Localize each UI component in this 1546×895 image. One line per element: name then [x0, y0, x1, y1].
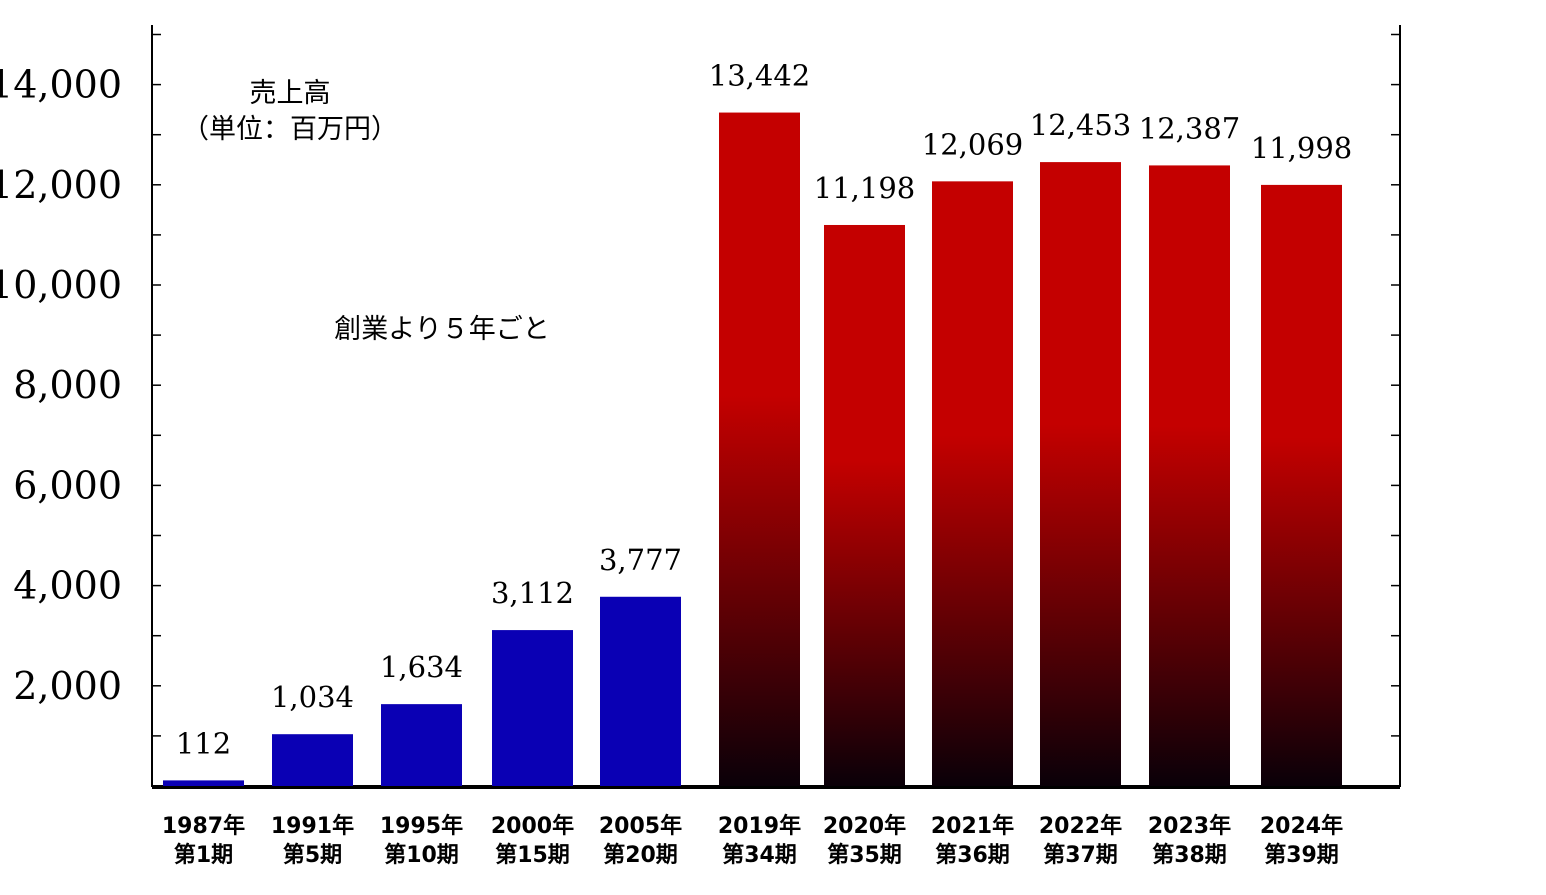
- x-tick-label-period: 第35期: [827, 842, 902, 868]
- y-tick-label: 4,000: [13, 564, 122, 608]
- x-tick-label-year: 1987年: [162, 813, 245, 839]
- data-label: 12,387: [1139, 111, 1240, 145]
- y-axis-label-line2: （単位：百万円）: [182, 114, 398, 145]
- y-tick-label: 12,000: [0, 163, 122, 207]
- x-tick-label-period: 第38期: [1152, 842, 1227, 868]
- bars: [163, 112, 1342, 787]
- y-tick-label: 10,000: [0, 263, 122, 307]
- x-tick-label-year: 2021年: [931, 813, 1014, 839]
- y-axis-label-line1: 売上高: [250, 78, 331, 109]
- y-tick-label: 14,000: [0, 63, 122, 107]
- data-label: 13,442: [709, 59, 810, 93]
- x-tick-label-period: 第37期: [1043, 842, 1118, 868]
- bar: [1149, 165, 1230, 786]
- bar: [381, 704, 462, 786]
- bar: [1040, 162, 1121, 786]
- x-tick-label-period: 第15期: [495, 842, 570, 868]
- bar: [932, 181, 1013, 787]
- data-label: 1,034: [271, 680, 354, 714]
- x-tick-label-year: 2023年: [1148, 813, 1231, 839]
- bar: [824, 224, 905, 786]
- x-tick-label-period: 第5期: [283, 842, 342, 868]
- x-tick-label-period: 第1期: [174, 842, 233, 868]
- x-tick-label-period: 第34期: [722, 842, 797, 868]
- x-tick-label-year: 2019年: [718, 813, 801, 839]
- y-tick-label: 8,000: [13, 363, 122, 407]
- data-label: 3,112: [491, 576, 574, 610]
- bar: [719, 112, 800, 787]
- data-label: 12,453: [1030, 108, 1131, 142]
- x-tick-label-year: 2000年: [491, 813, 574, 839]
- x-tick-label-year: 2024年: [1260, 813, 1343, 839]
- x-tick-label-period: 第39期: [1264, 842, 1339, 868]
- bar: [600, 596, 681, 786]
- data-label: 112: [176, 726, 231, 760]
- data-label: 1,634: [380, 650, 463, 684]
- x-tick-label-period: 第36期: [935, 842, 1010, 868]
- x-tick-label-period: 第20期: [603, 842, 678, 868]
- annotation-every-5-years: 創業より５年ごと: [334, 314, 549, 345]
- x-tick-label-year: 1995年: [380, 813, 463, 839]
- x-tick-label-year: 2020年: [823, 813, 906, 839]
- x-tick-label-year: 1991年: [271, 813, 354, 839]
- bar: [163, 780, 244, 786]
- y-tick-label: 2,000: [13, 664, 122, 708]
- y-tick-label: 6,000: [13, 463, 122, 507]
- data-label: 11,198: [814, 171, 915, 205]
- x-tick-label-period: 第10期: [384, 842, 459, 868]
- x-tick-label-year: 2005年: [599, 813, 682, 839]
- bar: [1261, 184, 1342, 786]
- bar: [272, 734, 353, 786]
- data-label: 12,069: [922, 127, 1023, 161]
- bar: [492, 630, 573, 786]
- x-tick-label-year: 2022年: [1039, 813, 1122, 839]
- data-label: 3,777: [599, 543, 682, 577]
- axes: 2,000 4,000 6,000 8,000 10,000 12,000 14,000: [0, 25, 1401, 789]
- data-label: 11,998: [1251, 131, 1352, 165]
